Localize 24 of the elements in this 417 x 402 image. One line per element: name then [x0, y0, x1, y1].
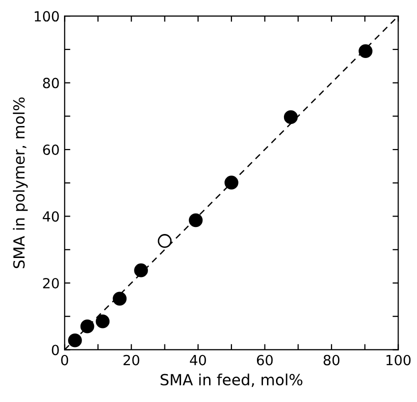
point [112, 292, 127, 306]
point [224, 176, 238, 190]
y-tick-label: 100 [34, 11, 59, 22]
point [96, 314, 110, 328]
point [68, 333, 82, 348]
y-tick-label: 80 [43, 78, 59, 88]
x-tick-label: 0 [61, 354, 68, 366]
y-tick-label: 60 [43, 144, 59, 156]
y-axis-title: SMA in polymer, mol% [12, 97, 28, 268]
y-tick-label: 0 [52, 344, 59, 356]
x-axis-title: SMA in feed, mol% [160, 374, 302, 387]
point [284, 110, 298, 124]
point [158, 234, 172, 248]
point [80, 319, 94, 334]
y-tick-label: 40 [42, 211, 59, 222]
point [358, 44, 372, 58]
x-tick-label: 60 [256, 354, 273, 366]
point [188, 213, 203, 228]
x-tick-label: 100 [386, 354, 411, 366]
y-tick-label: 20 [43, 278, 59, 288]
point [134, 263, 148, 278]
x-tick-label: 40 [190, 354, 206, 366]
x-tick-label: 20 [124, 354, 140, 366]
x-tick-label: 80 [324, 354, 340, 366]
